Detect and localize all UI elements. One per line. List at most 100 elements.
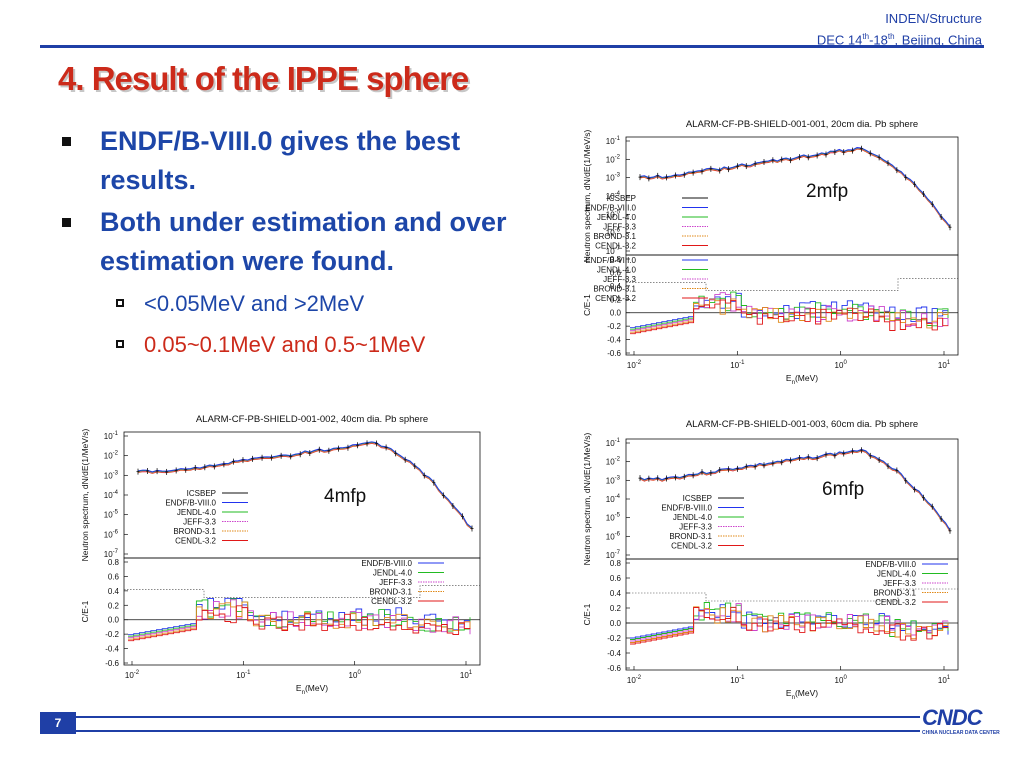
y-tick-label: 10-6: [606, 531, 621, 541]
y-axis-label-spectrum: Neutron spectrum, dN/dE(1/MeV/s): [80, 428, 90, 561]
mfp-annotation: 2mfp: [806, 181, 848, 202]
ratio-tick-label: 0.0: [610, 309, 622, 318]
ratio-series-line: [630, 298, 949, 333]
legend-top-entry: BROND-3.1: [593, 232, 636, 241]
ratio-tick-label: 0.4: [610, 282, 622, 291]
chart-panel-60cm: ALARM-CF-PB-SHIELD-001-003, 60cm dia. Pb…: [576, 415, 968, 700]
header-date: DEC 14th-18th, Beijing, China: [816, 32, 982, 48]
ratio-series-line: [128, 601, 471, 640]
y-tick-label: 10-5: [104, 510, 119, 520]
cndc-logo: CNDC CHINA NUCLEAR DATA CENTER: [922, 706, 1000, 746]
x-tick-label: 100: [835, 675, 848, 685]
legend-top-entry: CENDL-3.2: [175, 537, 216, 546]
y-tick-label: 10-4: [606, 191, 621, 201]
legend-top-entry: JENDL-4.0: [597, 213, 637, 222]
ratio-tick-label: 0.6: [610, 268, 622, 277]
legend-bottom-entry: CENDL-3.2: [875, 598, 916, 607]
ratio-series-line: [630, 299, 949, 335]
header-divider: [40, 45, 984, 48]
y-tick-label: 10-1: [606, 438, 621, 448]
legend-top-entry: JEFF-3.3: [183, 518, 216, 527]
spectrum-series-line: [639, 147, 951, 228]
y-tick-label: 10-6: [606, 228, 621, 238]
y-tick-label: 10-7: [104, 549, 119, 559]
y-tick-label: 10-3: [104, 470, 119, 480]
legend-top-entry: ENDF/B-VIII.0: [165, 499, 216, 508]
chart-title: ALARM-CF-PB-SHIELD-001-003, 60cm dia. Pb…: [686, 419, 918, 430]
spectrum-chart: ALARM-CF-PB-SHIELD-001-002, 40cm dia. Pb…: [80, 414, 481, 696]
legend-bottom-entry: JENDL-4.0: [597, 266, 637, 275]
ratio-tick-label: -0.4: [607, 336, 621, 345]
ratio-plot-frame: [625, 558, 959, 671]
legend-bottom-entry: JENDL-4.0: [877, 570, 917, 579]
legend-top-entry: JENDL-4.0: [673, 513, 713, 522]
ratio-series-line: [630, 606, 949, 645]
legend-bottom-entry: CENDL-3.2: [595, 294, 636, 303]
ratio-plot-frame: [123, 557, 481, 666]
chart-title: ALARM-CF-PB-SHIELD-001-002, 40cm dia. Pb…: [196, 414, 428, 425]
logo-subtitle: CHINA NUCLEAR DATA CENTER: [922, 730, 1000, 736]
legend-bottom-entry: BROND-3.1: [873, 589, 916, 598]
legend-bottom-entry: BROND-3.1: [369, 588, 412, 597]
x-tick-label: 10-1: [236, 670, 251, 680]
ratio-tick-label: -0.4: [105, 645, 119, 654]
ratio-tick-label: -0.2: [607, 322, 621, 331]
y-tick-label: 10-1: [606, 136, 621, 146]
uncertainty-envelope: [626, 278, 958, 292]
sub-bullet-2: 0.05~0.1MeV and 0.5~1MeV: [116, 331, 425, 359]
ratio-tick-label: -0.4: [607, 649, 621, 658]
legend-top-entry: CENDL-3.2: [671, 542, 712, 551]
ratio-tick-label: 0.8: [610, 559, 622, 568]
page-number: 7: [40, 712, 76, 734]
spectrum-chart: ALARM-CF-PB-SHIELD-001-001, 20cm dia. Pb…: [582, 119, 959, 386]
ratio-tick-label: -0.2: [105, 630, 119, 639]
legend-bottom-entry: JENDL-4.0: [373, 569, 413, 578]
bullet-2: Both under estimation and over estimatio…: [62, 203, 532, 281]
x-tick-label: 101: [938, 675, 951, 685]
chart-panel-20cm: ALARM-CF-PB-SHIELD-001-001, 20cm dia. Pb…: [576, 115, 968, 395]
hollow-square-bullet-icon: [116, 340, 124, 348]
ratio-tick-label: 0.4: [610, 589, 622, 598]
ratio-tick-label: 0.2: [610, 604, 622, 613]
x-tick-label: 100: [835, 360, 848, 370]
legend-bottom-entry: JEFF-3.3: [883, 579, 916, 588]
legend-bottom-entry: JEFF-3.3: [603, 275, 636, 284]
legend-top-entry: JEFF-3.3: [603, 223, 636, 232]
legend-top-entry: ICSBEP: [607, 194, 636, 203]
square-bullet-icon: [62, 218, 71, 227]
y-tick-label: 10-4: [104, 490, 119, 500]
y-tick-label: 10-2: [606, 154, 621, 164]
ratio-series-line: [630, 603, 949, 642]
hollow-square-bullet-icon: [116, 299, 124, 307]
sub-bullet-text: 0.05~0.1MeV and 0.5~1MeV: [144, 332, 426, 357]
y-tick-label: 10-2: [104, 451, 119, 461]
y-axis-label-ratio: C/E-1: [80, 600, 90, 622]
ratio-tick-label: 0.8: [108, 558, 120, 567]
legend-top-entry: ICSBEP: [187, 489, 216, 498]
legend-bottom-entry: CENDL-3.2: [371, 597, 412, 606]
header-org: INDEN/Structure: [885, 11, 982, 26]
legend-top-entry: ENDF/B-VIII.0: [585, 204, 636, 213]
ratio-tick-label: 0.2: [610, 295, 622, 304]
sub-bullet-text: <0.05MeV and >2MeV: [144, 291, 365, 316]
ratio-tick-label: -0.6: [105, 659, 119, 668]
spectrum-series-line: [639, 148, 951, 228]
legend-bottom-entry: BROND-3.1: [593, 285, 636, 294]
ratio-tick-label: 0.0: [610, 619, 622, 628]
ratio-series-line: [128, 597, 471, 636]
ratio-tick-label: 0.2: [108, 601, 120, 610]
ratio-series-line: [630, 606, 949, 643]
y-tick-label: 10-7: [606, 550, 621, 560]
ratio-tick-label: 0.8: [610, 255, 622, 264]
spectrum-series-line: [639, 448, 951, 531]
x-axis-label: En(MeV): [786, 373, 818, 386]
bullet-text: ENDF/B-VIII.0 gives the best results.: [100, 126, 461, 195]
x-tick-label: 10-2: [125, 670, 140, 680]
x-tick-label: 100: [349, 670, 362, 680]
y-tick-label: 10-5: [606, 513, 621, 523]
ratio-tick-label: -0.6: [607, 664, 621, 673]
footer-divider-2: [40, 730, 920, 732]
x-axis-label: En(MeV): [786, 688, 818, 700]
legend-bottom-entry: ENDF/B-VIII.0: [361, 559, 412, 568]
y-axis-label-spectrum: Neutron spectrum, dN/dE(1/MeV/s): [582, 129, 592, 262]
